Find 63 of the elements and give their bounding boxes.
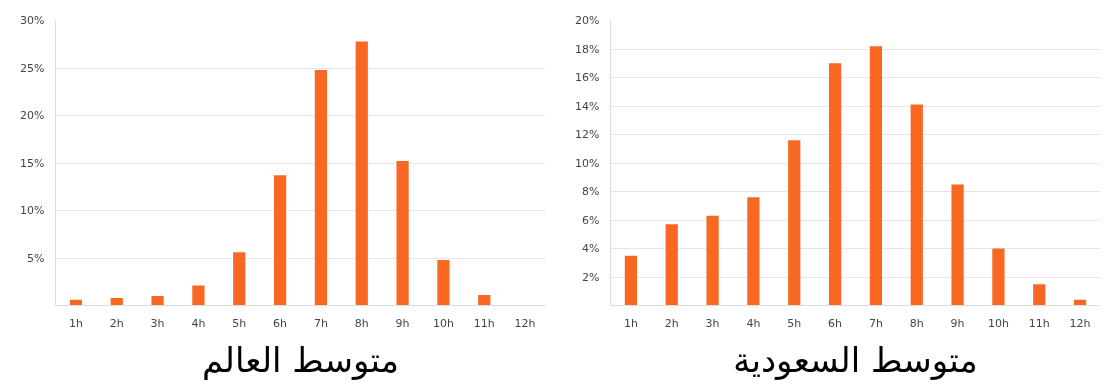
x-tick-label: 6h xyxy=(828,316,843,330)
bar xyxy=(869,46,883,306)
y-tick-label: 10% xyxy=(20,204,45,217)
y-tick-label: 15% xyxy=(20,156,45,170)
bar xyxy=(624,255,638,306)
x-tick-label: 2h xyxy=(664,316,679,330)
x-tick-label: 11h xyxy=(1028,316,1050,330)
bar xyxy=(233,252,246,306)
y-tick-label: 16% xyxy=(575,71,600,84)
x-tick-label: 3h xyxy=(150,316,165,330)
bar xyxy=(992,248,1005,306)
bar xyxy=(951,184,964,306)
x-tick-label: 8h xyxy=(909,316,924,330)
bar xyxy=(747,197,760,306)
y-tick-label: 10% xyxy=(575,156,600,170)
x-tick-label: 9h xyxy=(395,316,410,330)
x-tick-label: 5h xyxy=(787,316,802,330)
y-tick-label: 4% xyxy=(582,242,600,255)
x-tick-label: 11h xyxy=(473,316,495,330)
bar xyxy=(910,104,923,306)
bar xyxy=(478,295,491,306)
x-tick-label: 5h xyxy=(232,316,247,330)
x-tick-label: 1h xyxy=(623,316,638,330)
y-tick-label: 6% xyxy=(582,213,600,227)
bar xyxy=(314,69,328,306)
x-tick-label: 4h xyxy=(191,316,206,330)
x-tick-label: 9h xyxy=(950,316,965,330)
text: متوسط العالم xyxy=(201,339,400,381)
bar xyxy=(665,224,678,306)
bar xyxy=(828,63,842,306)
x-tick-label: 2h xyxy=(109,316,124,330)
bar xyxy=(273,175,287,306)
text: متوسط السعودية xyxy=(733,339,978,381)
x-tick-label: 12h xyxy=(1069,316,1091,330)
bar xyxy=(151,296,164,306)
y-tick-label: 30% xyxy=(20,14,45,27)
y-tick-label: 2% xyxy=(582,270,600,284)
y-tick-label: 20% xyxy=(20,109,45,122)
x-tick-label: 7h xyxy=(868,316,883,330)
y-tick-label: 25% xyxy=(20,61,45,75)
bar xyxy=(437,259,450,306)
bar xyxy=(110,297,123,306)
y-tick-label: 14% xyxy=(575,99,600,113)
y-tick-label: 8% xyxy=(582,185,600,198)
x-tick-label: 7h xyxy=(313,316,328,330)
bar xyxy=(788,140,801,306)
bar xyxy=(355,41,368,306)
x-tick-label: 10h xyxy=(432,316,454,330)
bar xyxy=(706,215,719,306)
x-tick-label: 3h xyxy=(705,316,720,330)
y-tick-label: 20% xyxy=(575,14,600,27)
x-tick-label: 1h xyxy=(68,316,83,330)
y-tick-label: 12% xyxy=(575,128,600,141)
x-tick-label: 12h xyxy=(514,316,536,330)
x-tick-label: 10h xyxy=(987,316,1009,330)
y-tick-label: 18% xyxy=(575,42,600,56)
x-tick-label: 6h xyxy=(273,316,288,330)
x-tick-label: 4h xyxy=(746,316,761,330)
x-tick-label: 8h xyxy=(354,316,369,330)
bar xyxy=(396,161,409,306)
y-tick-label: 5% xyxy=(27,251,45,265)
bar xyxy=(192,285,205,306)
bar xyxy=(1033,284,1046,306)
